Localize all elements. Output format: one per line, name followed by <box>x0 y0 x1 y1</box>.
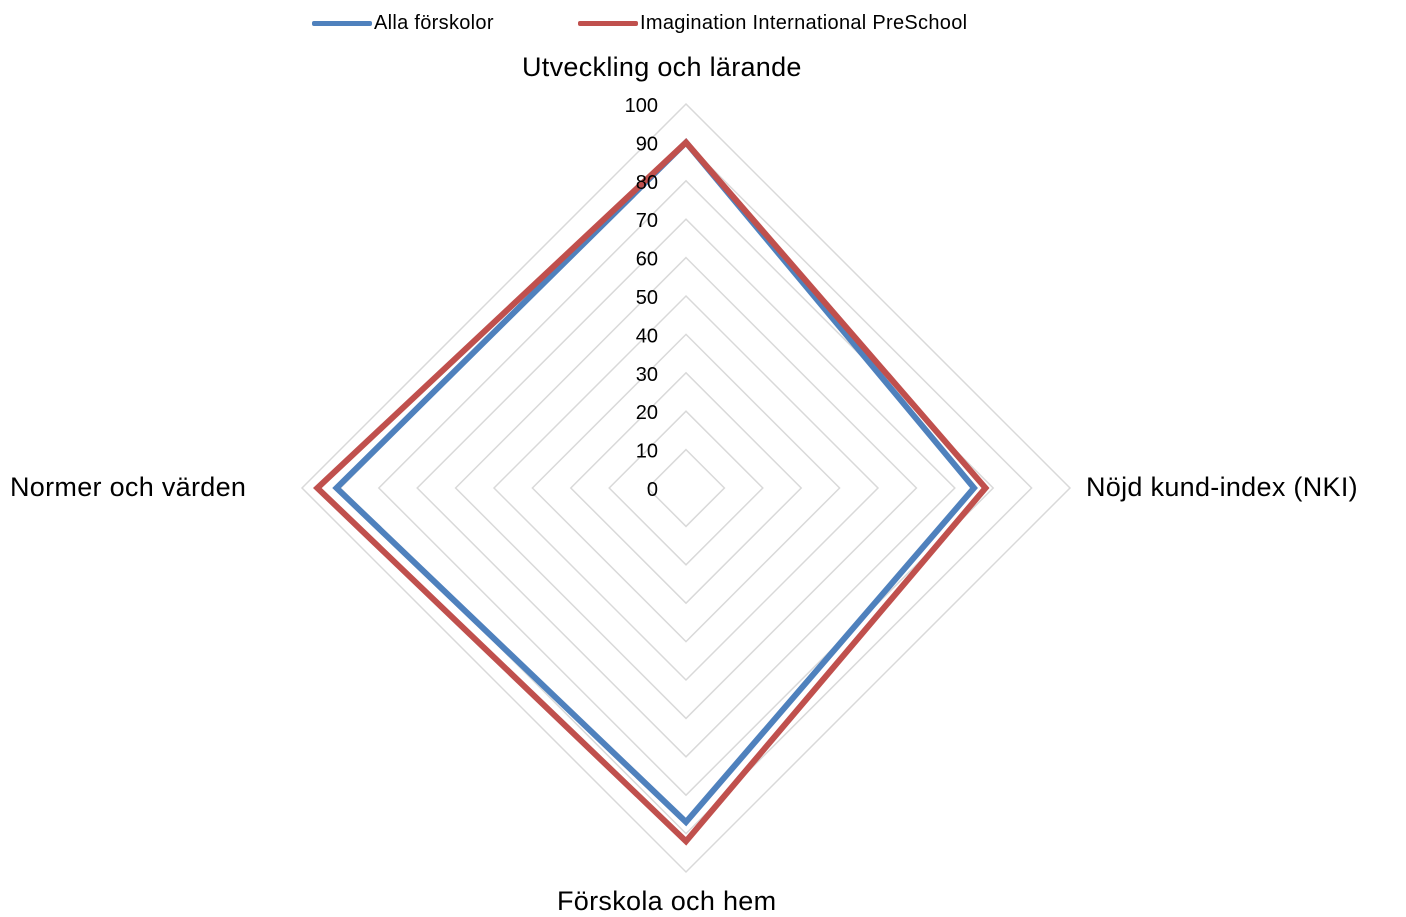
axis-label-left: Normer och värden <box>10 472 247 502</box>
legend: Alla förskolor Imagination International… <box>0 8 1406 38</box>
legend-item-alla-forskolor[interactable]: Alla förskolor <box>312 8 494 38</box>
tick-label-10: 10 <box>636 441 658 463</box>
tick-label-100: 100 <box>625 95 658 117</box>
legend-item-imagination[interactable]: Imagination International PreSchool <box>578 8 967 38</box>
grid-ring-100 <box>300 102 1072 874</box>
tick-label-70: 70 <box>636 210 658 232</box>
grid-ring-20 <box>608 410 764 566</box>
tick-label-50: 50 <box>636 287 658 309</box>
legend-label: Alla förskolor <box>374 11 494 34</box>
grid-ring-50 <box>492 294 880 682</box>
radar-grid <box>300 102 1072 874</box>
legend-swatch-blue <box>312 20 372 26</box>
axis-label-bottom: Förskola och hem <box>557 886 777 916</box>
legend-label: Imagination International PreSchool <box>640 11 968 34</box>
axis-label-top: Utveckling och lärande <box>522 52 802 82</box>
legend-swatch-red <box>578 20 638 26</box>
grid-ring-30 <box>569 371 803 605</box>
grid-ring-60 <box>454 256 918 720</box>
tick-label-40: 40 <box>636 325 658 347</box>
radar-series <box>312 137 990 846</box>
grid-ring-80 <box>377 179 995 797</box>
grid-ring-70 <box>416 218 956 758</box>
grid-ring-90 <box>339 141 1033 835</box>
series-line-1 <box>312 138 990 846</box>
tick-label-0: 0 <box>647 479 658 501</box>
tick-label-80: 80 <box>636 172 658 194</box>
tick-label-30: 30 <box>636 364 658 386</box>
grid-ring-10 <box>646 448 726 528</box>
series-line-0 <box>332 137 978 827</box>
tick-label-90: 90 <box>636 133 658 155</box>
radial-tick-labels: 0 10 20 30 40 50 60 70 80 90 100 <box>625 95 658 501</box>
tick-label-60: 60 <box>636 249 658 271</box>
tick-label-20: 20 <box>636 402 658 424</box>
grid-ring-40 <box>531 333 841 643</box>
axis-label-right: Nöjd kund-index (NKI) <box>1086 472 1358 502</box>
